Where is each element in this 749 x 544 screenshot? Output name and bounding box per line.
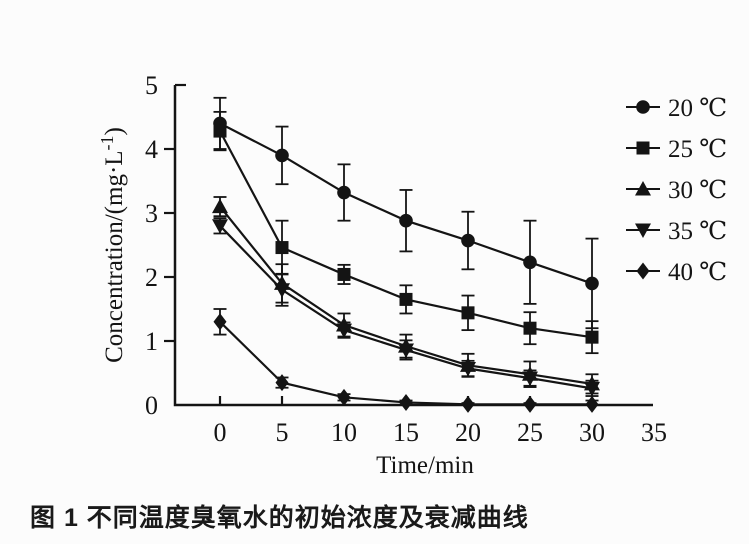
- legend-item-20C: 20 ℃: [626, 95, 727, 122]
- marker-square: [275, 241, 289, 255]
- marker-triangle-down: [336, 323, 352, 339]
- marker-diamond: [213, 313, 227, 331]
- marker-circle: [399, 213, 413, 228]
- legend-item-25C: 25 ℃: [626, 136, 727, 163]
- legend-item-30C: 30 ℃: [626, 177, 727, 204]
- y-tick-label: 2: [145, 263, 158, 292]
- marker-circle: [636, 100, 650, 114]
- x-tick-label: 5: [276, 418, 289, 447]
- marker-circle: [585, 276, 599, 291]
- x-tick-label: 10: [331, 418, 357, 447]
- marker-triangle-down: [460, 362, 476, 377]
- x-tick-label: 35: [641, 418, 667, 447]
- marker-triangle-down: [584, 381, 600, 397]
- series-35C: [212, 217, 600, 397]
- x-axis-label: Time/min: [376, 452, 474, 479]
- marker-triangle-up: [635, 181, 651, 196]
- marker-triangle-down: [274, 283, 290, 298]
- marker-circle: [461, 233, 475, 248]
- x-tick-label: 25: [517, 418, 543, 447]
- marker-triangle-down: [398, 343, 414, 358]
- legend-label: 30 ℃: [668, 177, 727, 204]
- y-tick-label: 4: [145, 135, 158, 164]
- marker-square: [337, 267, 351, 281]
- marker-diamond: [275, 374, 289, 392]
- marker-diamond: [585, 395, 599, 413]
- marker-triangle-down: [522, 371, 538, 387]
- legend-label: 20 ℃: [668, 95, 727, 122]
- legend-label: 35 ℃: [668, 218, 727, 245]
- marker-square: [399, 292, 413, 306]
- marker-square: [523, 321, 537, 335]
- x-tick-label: 15: [393, 418, 419, 447]
- marker-circle: [523, 255, 537, 270]
- figure-caption: 图 1 不同温度臭氧水的初始浓度及衰减曲线: [30, 504, 529, 532]
- series-40C: [213, 308, 599, 413]
- legend-item-40C: 40 ℃: [626, 259, 727, 286]
- marker-square: [461, 306, 475, 320]
- legend-label: 25 ℃: [668, 136, 727, 163]
- marker-triangle-down: [635, 223, 651, 238]
- marker-square: [213, 124, 227, 138]
- y-tick-label: 5: [145, 71, 158, 100]
- x-tick-label: 30: [579, 418, 605, 447]
- marker-diamond: [636, 262, 650, 280]
- y-tick-label: 0: [145, 391, 158, 420]
- marker-diamond: [337, 388, 351, 406]
- legend-label: 40 ℃: [668, 259, 727, 286]
- marker-diamond: [461, 395, 475, 413]
- marker-triangle-down: [212, 219, 228, 234]
- series-25C: [213, 110, 599, 355]
- marker-square: [636, 141, 650, 155]
- marker-diamond: [523, 395, 537, 413]
- marker-triangle-up: [212, 198, 228, 214]
- x-tick-label: 0: [214, 418, 227, 447]
- legend-item-35C: 35 ℃: [626, 218, 727, 245]
- axes: [173, 85, 653, 407]
- marker-circle: [275, 148, 289, 163]
- marker-square: [585, 330, 599, 344]
- marker-diamond: [399, 393, 413, 411]
- y-tick-label: 3: [145, 199, 158, 228]
- decay-chart: 0 1 2 3 4 5 0 5 10 15 20 25 30 35 Time/min Concentratio…: [97, 71, 727, 479]
- y-tick-label: 1: [145, 327, 158, 356]
- marker-circle: [337, 185, 351, 200]
- x-tick-label: 20: [455, 418, 481, 447]
- y-axis-label: Concentration/(mg·L-1): [97, 127, 128, 363]
